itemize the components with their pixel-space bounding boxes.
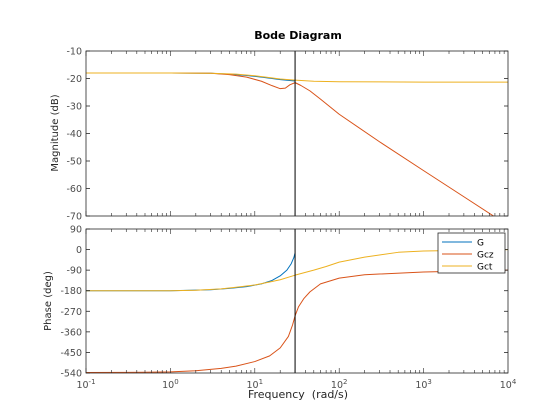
legend-label-gcz: Gcz [477,251,494,261]
legend[interactable]: G Gcz Gct [437,232,506,274]
x-tick-label: 103 [415,378,432,391]
magnitude-ytick-label: -40 [66,129,82,140]
magnitude-ytick-label: -50 [66,157,82,168]
phase-ytick-label: -180 [60,286,82,297]
legend-label-g: G [477,239,484,249]
phase-ytick-label: 90 [70,225,82,236]
phase-axes-box [85,228,509,374]
phase-ytick-label: -270 [60,307,82,318]
legend-box [437,232,506,274]
x-tick-label: 102 [331,378,348,391]
phase-ytick-label: -360 [60,327,82,338]
magnitude-axes: -10 -20 -30 -40 -50 -60 -70 Magnitude (dB) [50,47,509,223]
phase-series-gcz [86,269,508,373]
magnitude-plot-area [86,51,508,216]
magnitude-ytick-label: -10 [66,47,82,58]
legend-label-gct: Gct [477,263,493,273]
phase-ytick-label: 0 [76,245,82,256]
chart-title: Bode Diagram [254,29,342,42]
x-tick-label: 104 [500,378,517,391]
legend-items: G Gcz Gct [442,239,494,273]
magnitude-ytick-label: -20 [66,74,82,85]
x-tick-labels: 10-1 100 101 102 103 104 [76,378,516,391]
magnitude-axes-box [85,50,509,217]
phase-ylabel: Phase (deg) [43,271,54,331]
phase-series-group [86,249,508,373]
magnitude-series-group [86,72,508,216]
phase-ytick-label: -450 [60,348,82,359]
phase-ytick-label: -90 [66,266,82,277]
x-tick-label: 10-1 [76,378,95,391]
magnitude-ytick-label: -60 [66,184,82,195]
phase-series-gct [86,249,508,292]
magnitude-ylabel: Magnitude (dB) [50,94,61,171]
magnitude-ytick-label: -70 [66,212,82,223]
magnitude-ytick-label: -30 [66,102,82,113]
x-tick-label: 101 [247,378,264,391]
x-axis-label: Frequency (rad/s) [248,388,348,401]
x-tick-label: 100 [162,378,179,391]
magnitude-series-gct [86,72,508,83]
phase-ytick-label: -540 [60,369,82,380]
magnitude-y-ticks: -10 -20 -30 -40 -50 -60 -70 [66,47,508,223]
magnitude-series-gcz [86,72,495,216]
